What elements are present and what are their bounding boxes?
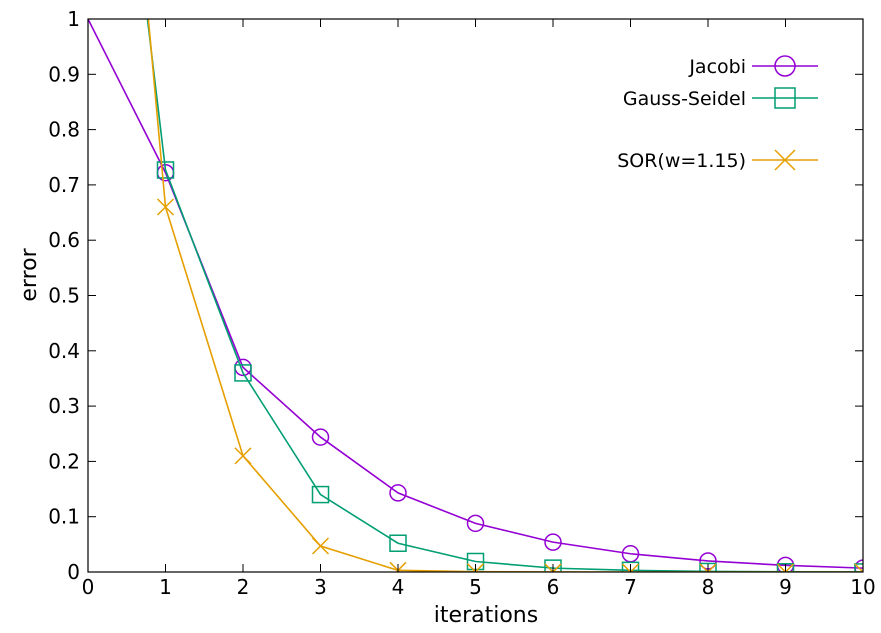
- legend: Jacobi Gauss-Seidel SOR(w=1.15): [617, 55, 818, 172]
- y-tick-label: 0: [67, 560, 80, 584]
- series-gauss-seidel: [146, 19, 863, 572]
- legend-label: Gauss-Seidel: [623, 88, 746, 110]
- data-point: [234, 364, 252, 382]
- x-tick-label: 3: [314, 575, 327, 599]
- data-point: [311, 428, 330, 446]
- data-point: [466, 514, 485, 533]
- y-tick-label: 0.6: [48, 228, 80, 252]
- y-tick-label: 0.1: [48, 505, 80, 529]
- data-point: [621, 561, 640, 572]
- y-tick-label: 1: [67, 7, 80, 31]
- series-jacobi: [88, 19, 863, 572]
- x-tick-label: 0: [82, 575, 95, 599]
- series-line: [146, 19, 863, 572]
- y-tick-label: 0.8: [48, 118, 80, 142]
- data-point: [776, 563, 795, 572]
- legend-marker: [774, 87, 796, 109]
- data-point: [311, 485, 330, 504]
- data-point: [389, 534, 407, 552]
- x-tick-label: 10: [850, 575, 875, 599]
- y-tick-label: 0.4: [48, 339, 80, 363]
- y-tick-label: 0.3: [48, 394, 80, 418]
- data-point: [156, 161, 175, 179]
- legend-marker: [774, 55, 796, 77]
- series-line: [147, 19, 863, 572]
- data-point: [544, 559, 562, 572]
- series-layer: [88, 19, 863, 572]
- y-axis-title: error: [17, 247, 42, 301]
- data-point: [389, 484, 407, 502]
- y-tick-label: 0.2: [48, 449, 80, 473]
- x-tick-label: 8: [702, 575, 715, 599]
- x-tick-label: 9: [779, 575, 792, 599]
- x-tick-label: 5: [469, 575, 482, 599]
- x-tick-label: 7: [624, 575, 637, 599]
- data-point: [156, 198, 175, 216]
- axes: 0 1 2 3 4 5 6 7 8 9 10 0 0.1 0.2 0.3 0.4 0.5 0.6 0.7 0.8 0.9…: [48, 7, 876, 599]
- data-point: [854, 563, 863, 572]
- plot-border: [87, 18, 864, 573]
- legend-marker: [774, 149, 796, 171]
- data-point: [621, 563, 640, 572]
- y-tick-label: 0.5: [48, 284, 80, 308]
- series-sor-w-1-15: [147, 19, 863, 572]
- x-tick-label: 1: [159, 575, 172, 599]
- x-axis-title: iterations: [434, 603, 538, 628]
- legend-label: Jacobi: [688, 56, 746, 78]
- data-point: [234, 447, 252, 465]
- x-tick-label: 2: [237, 575, 250, 599]
- data-point: [699, 563, 717, 572]
- data-point: [311, 537, 330, 555]
- x-tick-label: 4: [392, 575, 405, 599]
- y-tick-label: 0.9: [48, 62, 80, 86]
- data-point: [544, 533, 562, 551]
- y-tick-label: 0.7: [48, 173, 80, 197]
- series-line: [88, 19, 863, 569]
- x-tick-label: 6: [547, 575, 560, 599]
- legend-label: SOR(w=1.15): [617, 150, 746, 172]
